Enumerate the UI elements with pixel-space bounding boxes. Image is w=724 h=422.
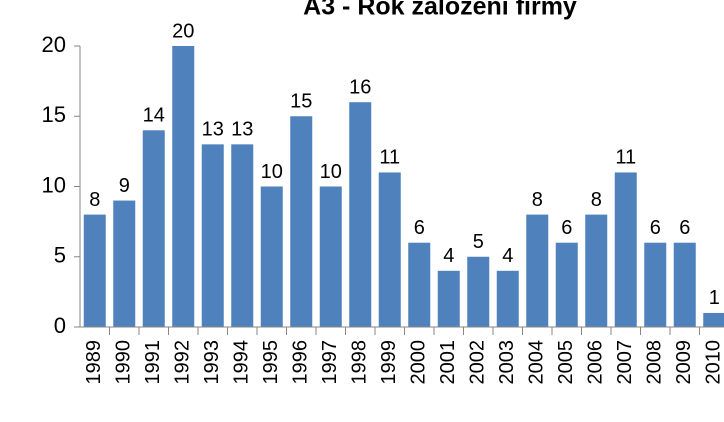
bar bbox=[585, 214, 608, 327]
value-label: 6 bbox=[414, 217, 425, 239]
x-tick-label: 1994 bbox=[231, 340, 253, 385]
bar bbox=[172, 46, 195, 327]
x-tick-label: 2007 bbox=[614, 340, 636, 385]
x-tick-label: 2001 bbox=[437, 340, 459, 385]
y-tick-label: 15 bbox=[42, 102, 66, 127]
value-label: 5 bbox=[473, 231, 484, 253]
x-tick-label: 1995 bbox=[260, 340, 282, 385]
x-tick-label: 1990 bbox=[113, 340, 135, 385]
x-tick-label: 1991 bbox=[142, 340, 164, 385]
value-label: 8 bbox=[532, 189, 543, 211]
value-label: 14 bbox=[143, 105, 165, 127]
bar bbox=[290, 116, 313, 327]
bar bbox=[319, 186, 342, 327]
bar bbox=[526, 214, 549, 327]
value-label: 6 bbox=[561, 217, 572, 239]
x-tick-label: 2009 bbox=[673, 340, 695, 385]
x-tick-label: 1998 bbox=[349, 340, 371, 385]
bar bbox=[378, 172, 401, 327]
bar bbox=[260, 186, 283, 327]
bar bbox=[83, 214, 106, 327]
value-label: 13 bbox=[202, 119, 224, 141]
y-tick-label: 5 bbox=[54, 243, 66, 268]
bar bbox=[496, 270, 519, 327]
bar bbox=[349, 102, 372, 327]
bar bbox=[142, 130, 165, 327]
bar bbox=[673, 242, 696, 327]
y-tick-label: 10 bbox=[42, 172, 66, 197]
x-tick-label: 1996 bbox=[290, 340, 312, 385]
x-tick-label: 2008 bbox=[644, 340, 666, 385]
value-label: 11 bbox=[379, 147, 400, 169]
x-tick-label: 2005 bbox=[555, 340, 577, 385]
value-label: 15 bbox=[290, 91, 312, 113]
x-tick-label: 2003 bbox=[496, 340, 518, 385]
value-label: 20 bbox=[172, 20, 194, 42]
value-label: 4 bbox=[502, 245, 513, 267]
value-label: 6 bbox=[679, 217, 690, 239]
bar bbox=[644, 242, 667, 327]
x-tick-label: 2010 bbox=[703, 340, 724, 385]
x-tick-label: 2002 bbox=[467, 340, 489, 385]
bar bbox=[703, 312, 724, 327]
x-tick-label: 2000 bbox=[408, 340, 430, 385]
y-tick-label: 20 bbox=[42, 32, 66, 57]
bar bbox=[231, 144, 254, 327]
bar bbox=[408, 242, 431, 327]
y-tick-label: 0 bbox=[54, 313, 66, 338]
value-label: 16 bbox=[349, 76, 371, 98]
value-label: 13 bbox=[231, 119, 253, 141]
x-tick-label: 1989 bbox=[83, 340, 105, 385]
bar bbox=[555, 242, 578, 327]
value-label: 9 bbox=[119, 175, 130, 197]
x-tick-label: 2006 bbox=[585, 340, 607, 385]
value-label: 6 bbox=[650, 217, 661, 239]
value-label: 8 bbox=[89, 189, 100, 211]
x-tick-label: 2004 bbox=[526, 340, 548, 385]
value-label: 11 bbox=[615, 147, 636, 169]
value-label: 4 bbox=[443, 245, 454, 267]
bar bbox=[201, 144, 224, 327]
bar bbox=[467, 256, 490, 327]
x-tick-label: 1997 bbox=[319, 340, 341, 385]
value-label: 10 bbox=[261, 161, 283, 183]
value-label: 8 bbox=[591, 189, 602, 211]
value-label: 1 bbox=[709, 287, 720, 309]
x-tick-label: 1992 bbox=[172, 340, 194, 385]
chart-title: A3 - Rok založení firmy bbox=[303, 0, 577, 21]
x-tick-label: 1999 bbox=[378, 340, 400, 385]
value-label: 10 bbox=[320, 161, 342, 183]
bar bbox=[113, 200, 136, 327]
bar bbox=[614, 172, 637, 327]
x-tick-label: 1993 bbox=[201, 340, 223, 385]
bar bbox=[437, 270, 460, 327]
